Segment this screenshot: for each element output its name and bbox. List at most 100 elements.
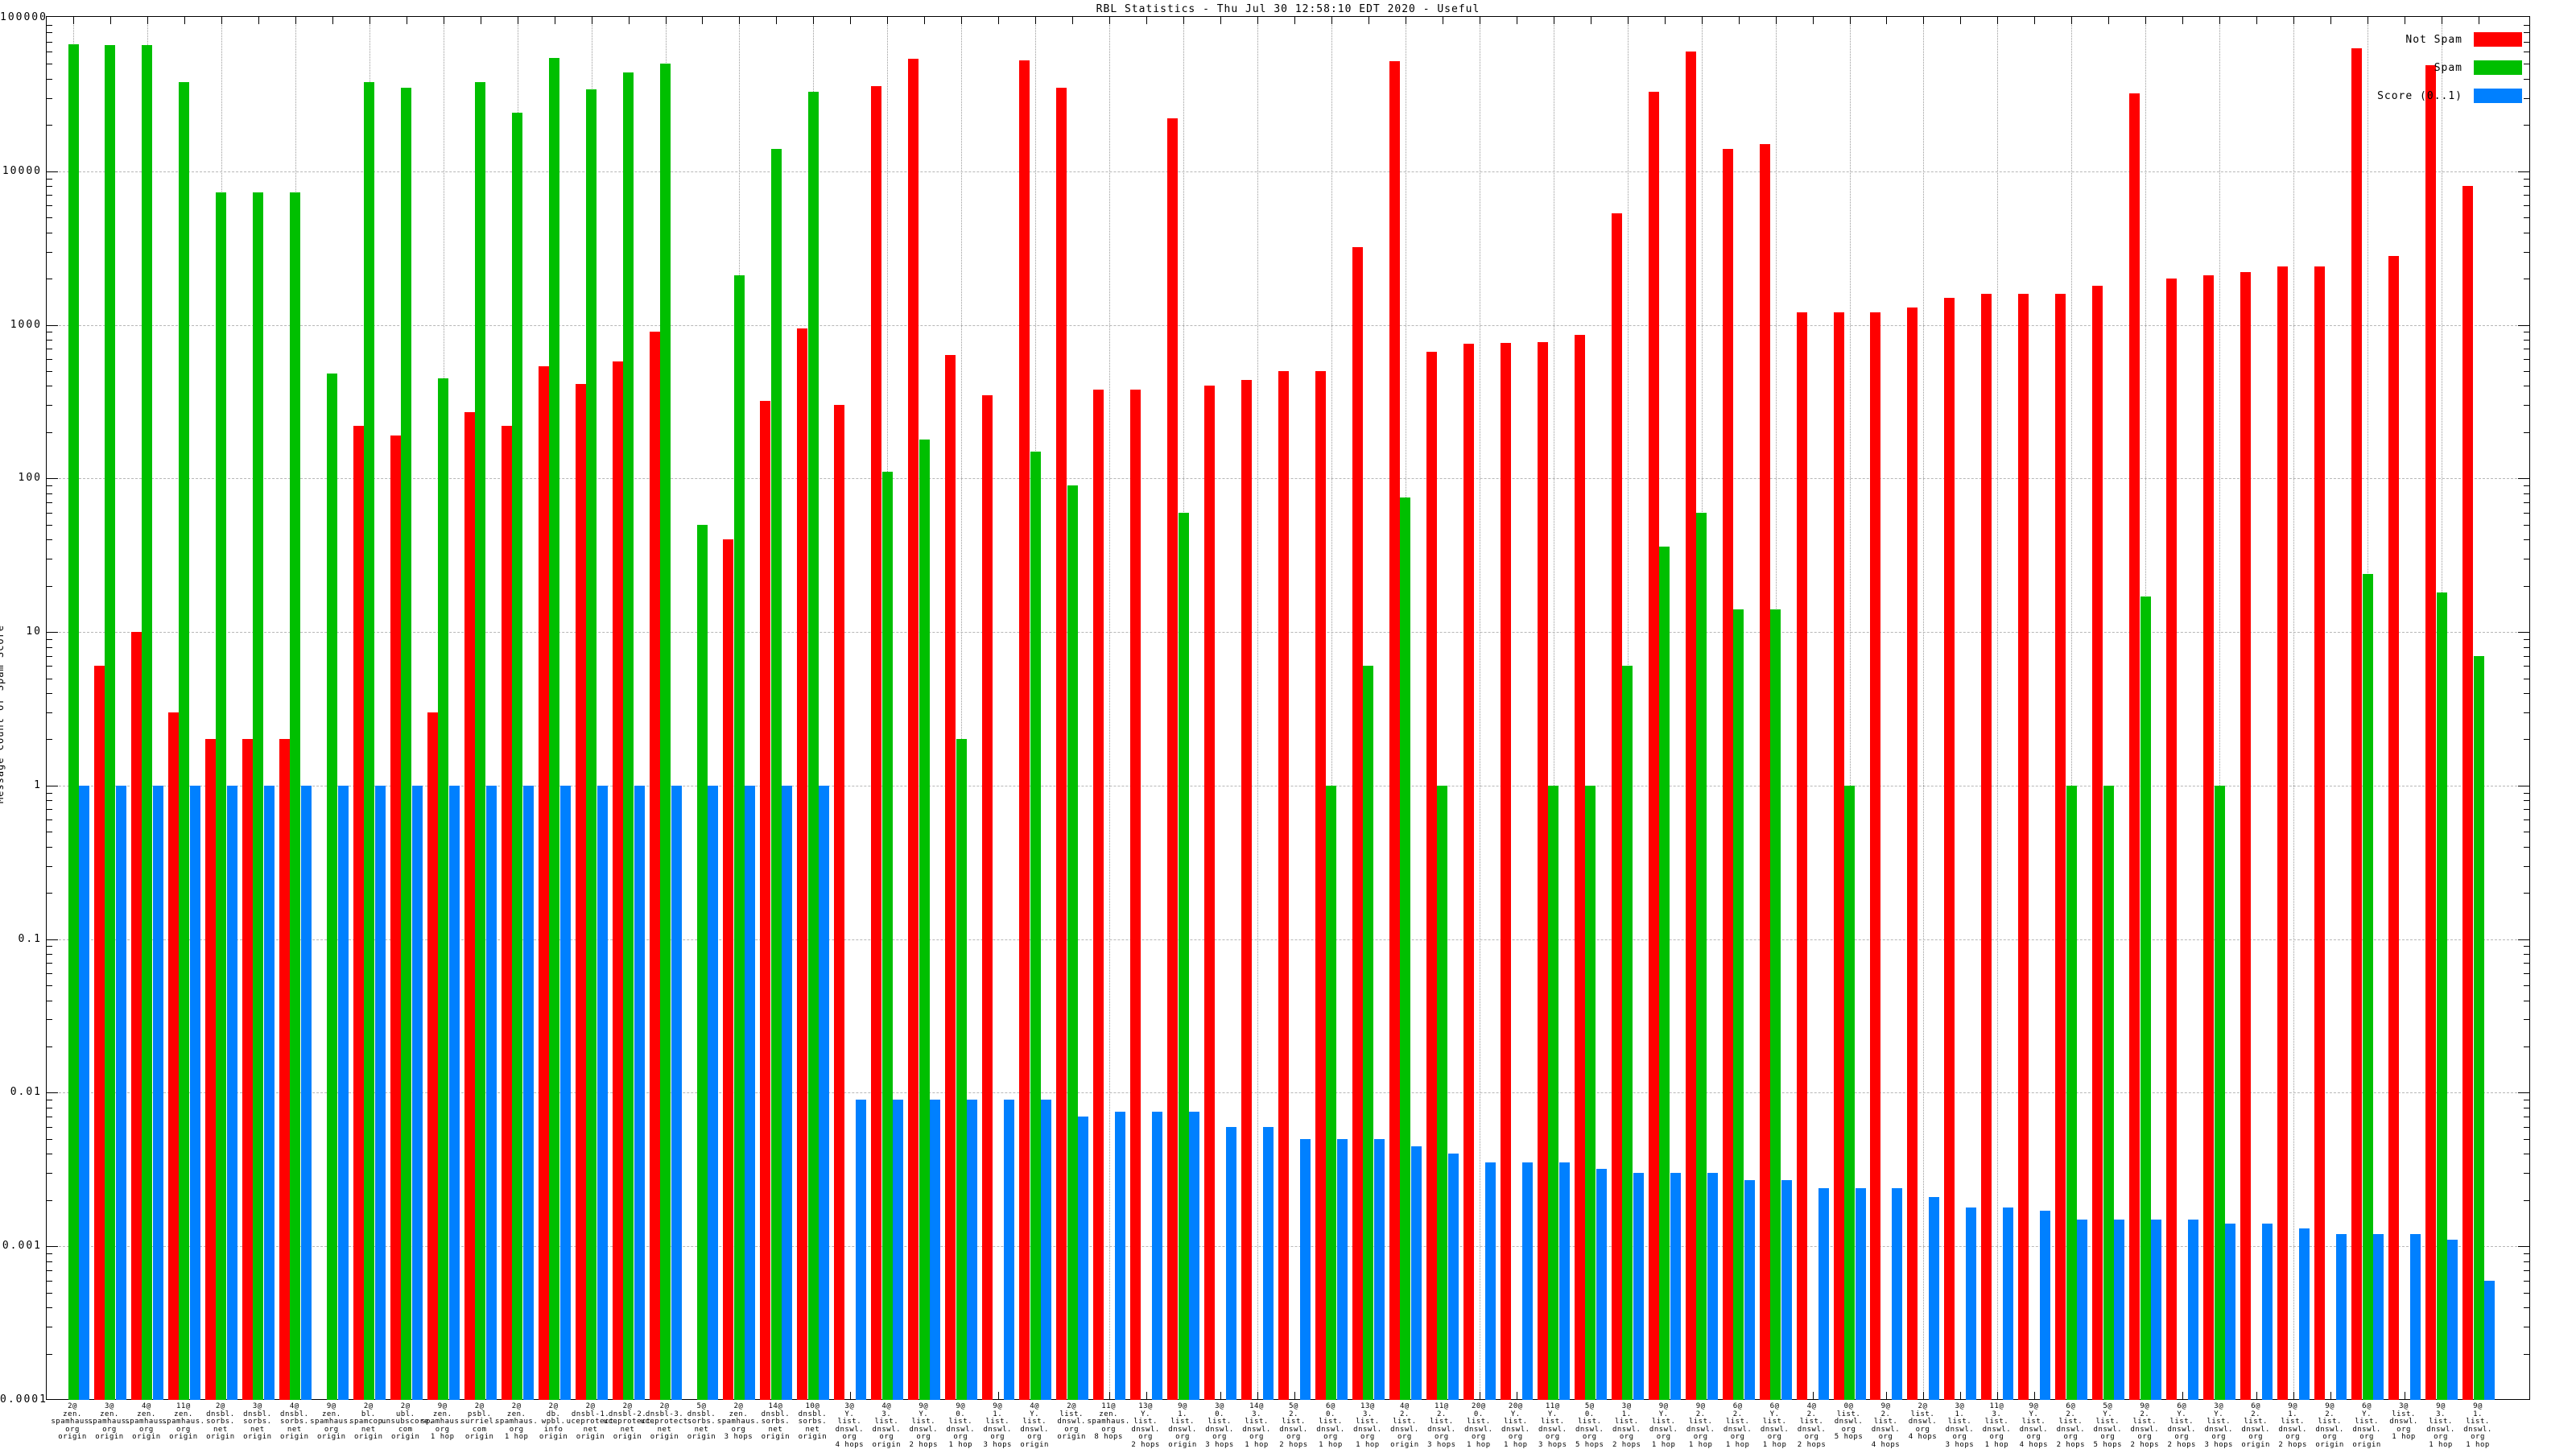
x-group-label: 2@ bl. spamcop. net origin xyxy=(349,1402,388,1441)
bar-not-spam xyxy=(390,436,401,1400)
bar-not-spam xyxy=(797,328,808,1400)
x-top-tick xyxy=(776,17,778,24)
x-group-label: 11@ zen. spamhaus. org 8 hops xyxy=(1087,1402,1130,1441)
y-minor-tick xyxy=(47,251,52,253)
x-bottom-tick xyxy=(1257,1392,1258,1399)
y-minor-tick xyxy=(47,32,52,34)
y-minor-tick xyxy=(47,186,52,188)
x-group-label: 11@ 3. list. dnswl. org 1 hop xyxy=(1982,1402,2012,1449)
bar-score xyxy=(930,1100,941,1400)
y-major-tick xyxy=(2518,1246,2529,1248)
x-group-label: 3@ Y. list. dnswl. org 4 hops xyxy=(835,1402,865,1449)
x-top-tick xyxy=(1368,17,1369,24)
bar-spam xyxy=(1659,546,1670,1400)
bar-not-spam xyxy=(649,332,660,1400)
x-group-label: 9@ 2. list. dnswl. org 4 hops xyxy=(1871,1402,1901,1449)
bar-score xyxy=(1707,1173,1718,1400)
bar-score xyxy=(1447,1154,1459,1400)
bar-not-spam xyxy=(204,739,216,1400)
x-group-label: 2@ zen. spamhaus. org 3 hops xyxy=(716,1402,761,1441)
y-minor-tick xyxy=(47,1307,52,1309)
y-minor-tick xyxy=(47,666,52,667)
y-minor-tick xyxy=(2524,792,2529,794)
bar-not-spam xyxy=(612,361,623,1400)
x-gridline xyxy=(1331,17,1332,1399)
bar-spam xyxy=(1030,451,1041,1400)
y-tick-label: 1000 xyxy=(10,318,42,331)
y-minor-tick xyxy=(47,340,52,341)
bar-not-spam xyxy=(1537,342,1548,1400)
y-tick-label: 100000 xyxy=(0,11,47,23)
x-top-tick xyxy=(998,17,1000,24)
bar-score xyxy=(1596,1168,1607,1400)
x-bottom-tick xyxy=(850,1392,852,1399)
y-minor-tick xyxy=(2524,217,2529,219)
bar-spam xyxy=(807,91,819,1400)
bar-spam xyxy=(2473,655,2484,1400)
bar-not-spam xyxy=(2425,65,2437,1400)
y-minor-tick xyxy=(47,524,52,526)
y-minor-tick xyxy=(47,865,52,867)
y-minor-tick xyxy=(2524,405,2529,407)
legend-entry-spam: Spam xyxy=(2377,60,2522,75)
bar-not-spam xyxy=(93,666,105,1400)
x-bottom-tick xyxy=(2034,1392,2036,1399)
x-top-tick xyxy=(1923,17,1925,24)
y-minor-tick xyxy=(2524,370,2529,372)
x-group-label: 9@ zen. spamhaus. org 1 hop xyxy=(421,1402,464,1441)
y-minor-tick xyxy=(2524,800,2529,802)
x-group-label: 2@ list. dnswl. org origin xyxy=(1057,1402,1086,1441)
bar-spam xyxy=(586,89,597,1400)
y-minor-tick xyxy=(2524,41,2529,43)
x-group-label: 6@ Y. list. dnswl. org 1 hop xyxy=(1760,1402,1790,1449)
bar-not-spam xyxy=(1426,351,1437,1400)
x-top-tick xyxy=(2108,17,2110,24)
y-minor-tick xyxy=(2524,1307,2529,1309)
y-minor-tick xyxy=(2524,485,2529,487)
x-top-tick xyxy=(1331,17,1332,24)
bar-score xyxy=(893,1100,904,1400)
x-top-tick xyxy=(332,17,333,24)
x-top-tick xyxy=(850,17,852,24)
bar-score xyxy=(1263,1126,1274,1400)
bar-score xyxy=(708,785,719,1400)
y-minor-tick xyxy=(47,125,52,126)
y-minor-tick xyxy=(2524,195,2529,196)
bar-score xyxy=(782,785,793,1400)
y-minor-tick xyxy=(47,431,52,433)
y-minor-tick xyxy=(47,819,52,821)
y-minor-tick xyxy=(2524,693,2529,695)
x-group-label: 5@ Y. list. dnswl. org 5 hops xyxy=(2093,1402,2123,1449)
y-minor-tick xyxy=(47,41,52,43)
bar-not-spam xyxy=(2055,293,2066,1400)
x-group-label: 13@ 3. list. dnswl. org 1 hop xyxy=(1353,1402,1382,1449)
bar-score xyxy=(2077,1219,2088,1400)
bar-not-spam xyxy=(982,394,993,1400)
x-gridline xyxy=(1923,17,1925,1399)
x-top-tick xyxy=(1146,17,1148,24)
bar-score xyxy=(1004,1100,1015,1400)
bar-not-spam xyxy=(464,412,475,1400)
y-minor-tick xyxy=(47,485,52,487)
bar-not-spam xyxy=(427,712,438,1400)
bar-spam xyxy=(1067,485,1078,1400)
bar-spam xyxy=(956,739,967,1400)
x-group-label: 9@ zen. spamhaus. org origin xyxy=(310,1402,353,1441)
bar-score xyxy=(1115,1112,1126,1400)
bar-spam xyxy=(1585,785,1596,1400)
y-minor-tick xyxy=(47,638,52,640)
y-major-tick xyxy=(47,324,58,326)
bar-spam xyxy=(623,72,634,1400)
y-minor-tick xyxy=(47,512,52,514)
bar-score xyxy=(1670,1173,1681,1400)
bar-spam xyxy=(142,45,153,1400)
x-bottom-tick xyxy=(2293,1392,2295,1399)
y-major-tick xyxy=(2518,171,2529,172)
y-minor-tick xyxy=(47,1269,52,1271)
bar-score xyxy=(1373,1138,1385,1400)
x-group-label: 3@ 1. list. dnswl. org 2 hops xyxy=(1612,1402,1641,1449)
y-minor-tick xyxy=(47,178,52,180)
bar-spam xyxy=(2362,573,2373,1400)
bar-spam xyxy=(475,82,486,1400)
x-group-label: 9@ 1. list. dnswl. org 2 hops xyxy=(2278,1402,2307,1449)
